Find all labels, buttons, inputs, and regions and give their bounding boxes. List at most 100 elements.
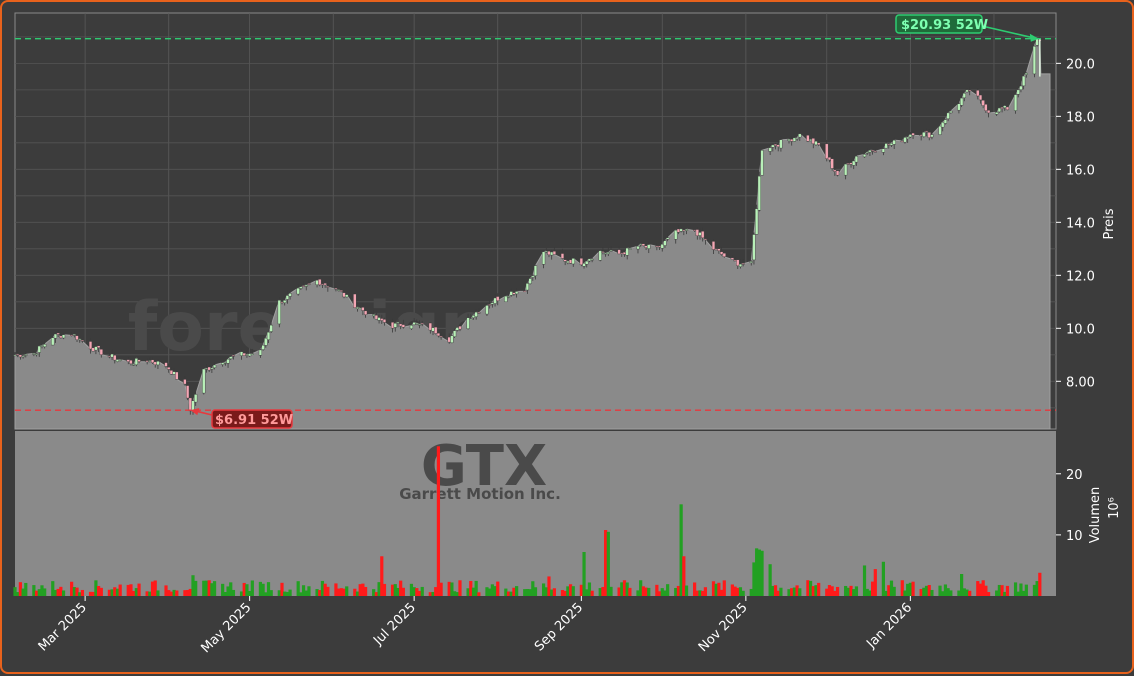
volume-bar [150,581,155,596]
volume-unit-label: 10⁶ [1107,497,1122,519]
volume-bar [56,588,60,596]
candle-body [884,143,888,149]
volume-bar [118,584,122,596]
volume-bar [760,550,764,596]
volume-bar [927,585,931,596]
volume-bar [531,581,535,596]
candle-body [202,368,206,394]
candle-body [628,248,632,250]
candle-body [509,291,513,296]
candle-body [396,322,400,324]
candle-body [703,238,708,241]
volume-bar [148,591,152,596]
candle-body [91,347,95,352]
candle-body [528,278,532,284]
volume-bar [43,588,47,596]
candle-body [477,312,481,314]
candle-body [531,275,535,278]
candle-body [563,259,567,262]
candle-body [1022,75,1026,87]
candle-body [401,324,405,328]
volume-bar [97,586,101,596]
candle-body [868,150,872,153]
candle-body [21,355,25,358]
candle-body [679,228,683,232]
volume-bar [339,588,343,596]
price-tick-label: 16.0 [1066,163,1095,178]
volume-bar [13,587,17,596]
volume-bar [590,590,594,596]
candle-body [846,163,850,165]
candle-body [911,132,915,136]
volume-bar [266,582,271,596]
volume-bar [846,587,850,596]
volume-bar [409,583,414,596]
candle-body [604,252,608,255]
volume-bar [757,549,761,596]
volume-bar [186,589,190,596]
volume-bar [528,589,532,596]
volume-bar [533,587,538,596]
candle-body [960,97,964,106]
volume-bar [609,586,613,596]
candle-body [795,137,799,140]
volume-bar [1003,591,1007,596]
volume-bar [884,590,888,596]
volume-bar [452,591,457,596]
candle-body [827,156,832,161]
volume-bar [560,589,565,596]
volume-bar [377,582,381,596]
candle-body [900,140,904,143]
candle-body [930,134,934,138]
candle-body [560,253,565,259]
candle-body [56,332,60,335]
candle-body [844,163,848,176]
candle-body [862,154,867,158]
candle-body [132,363,136,366]
volume-bar [169,591,174,596]
candle-body [938,125,942,135]
candle-body [372,314,376,317]
volume-bar [938,585,942,596]
candle-body [326,286,330,288]
candle-body [137,359,141,362]
volume-bar [604,530,608,596]
candle-body [248,353,252,357]
volume-bar [636,590,640,596]
candle-body [889,143,894,146]
volume-bar [660,588,664,596]
candle-body [550,251,554,256]
volume-bar [239,591,244,596]
candle-body [304,284,308,287]
candle-body [717,248,721,251]
candle-body [986,110,991,114]
volume-bar [862,565,867,596]
candle-body [97,345,101,348]
volume-bar [892,586,896,596]
volume-bar [628,587,632,596]
candle-body [768,147,772,152]
volume-bar [541,583,546,596]
volume-bar [738,587,743,596]
candle-body [458,325,462,330]
candle-body [126,359,130,362]
candle-body [334,288,338,290]
volume-bar [245,584,249,596]
volume-bar [183,590,187,596]
price-panel: forexsignale.trade $20.93 52W $6.91 52W … [13,12,1117,430]
volume-bar [436,446,441,596]
candle-body [943,119,948,124]
candle-body [922,132,926,137]
candle-body [496,296,500,302]
volume-bar [655,584,659,596]
candle-body [752,234,756,261]
volume-bar [976,581,980,596]
volume-bar [601,586,605,596]
volume-bar [663,590,667,596]
candle-body [512,292,516,295]
candle-body [1019,85,1023,90]
volume-bar [417,590,422,596]
candle-body [153,361,157,365]
volume-bar [51,581,55,596]
volume-bar [285,591,289,596]
